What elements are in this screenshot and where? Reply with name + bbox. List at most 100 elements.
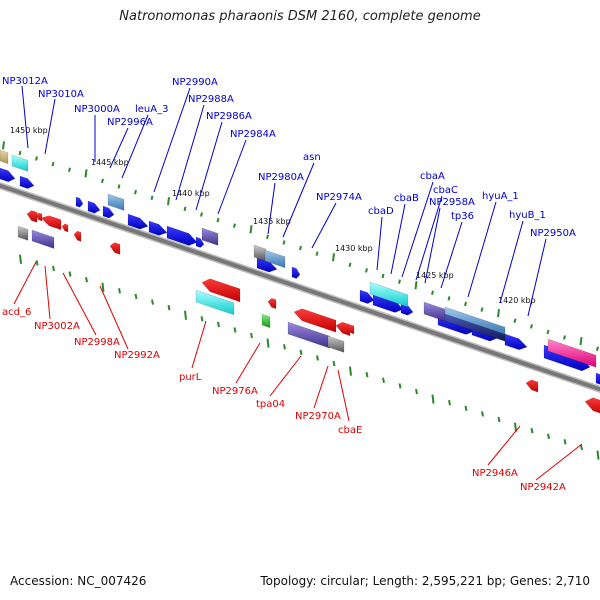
gene-label-forward: cbaC xyxy=(433,185,458,196)
scale-tick xyxy=(464,301,467,307)
scale-tick xyxy=(596,346,599,351)
gene-label-reverse: NP2998A xyxy=(74,337,120,348)
leader-line xyxy=(269,355,302,397)
reverse-gene xyxy=(347,324,355,335)
rna-gene xyxy=(11,154,29,172)
scale-tick xyxy=(283,344,286,350)
gene-label-forward: cbaD xyxy=(368,206,394,217)
genome-summary-text: Topology: circular; Length: 2,595,221 bp… xyxy=(260,574,590,588)
inner-scale-ticks xyxy=(19,254,600,460)
forward-gene xyxy=(547,338,597,368)
leader-line xyxy=(21,85,29,149)
scale-tick xyxy=(547,433,550,439)
forward-gene xyxy=(423,301,447,322)
gene-label-forward: tp36 xyxy=(451,211,474,222)
leader-line xyxy=(390,203,406,275)
gene-label-reverse: purL xyxy=(179,372,202,383)
gene-label-forward: NP2986A xyxy=(206,111,252,122)
forward-gene xyxy=(291,266,301,279)
leader-line xyxy=(44,98,56,155)
scale-tick xyxy=(316,355,319,361)
gene-label-forward: NP2974A xyxy=(316,192,362,203)
reverse-gene xyxy=(40,215,62,231)
gene-label-reverse: acd_6 xyxy=(2,307,31,318)
kbp-label: 1445 kbp xyxy=(91,158,129,167)
gene-label-reverse: cbaE xyxy=(338,425,362,436)
gene-label-forward: cbaA xyxy=(420,171,445,182)
gene-label-forward: NP2950A xyxy=(530,228,576,239)
leader-line xyxy=(401,181,434,278)
scale-tick xyxy=(579,337,583,346)
leader-line xyxy=(527,238,547,317)
scale-tick xyxy=(52,265,55,272)
scale-tick xyxy=(216,217,220,223)
scale-tick xyxy=(398,383,402,389)
forward-gene-labels: NP3012A NP3010A NP3000A leuA_3 NP2996A N… xyxy=(2,76,576,239)
scale-tick xyxy=(249,225,253,234)
reverse-gene xyxy=(17,225,29,241)
scale-tick xyxy=(365,268,368,273)
scale-tick xyxy=(513,318,517,323)
genome-backbone-core xyxy=(0,183,600,392)
scale-tick xyxy=(315,251,319,256)
leader-line xyxy=(337,369,350,422)
scale-tick xyxy=(580,444,583,451)
outer-scale-ticks xyxy=(2,141,599,351)
reverse-gene-labels: acd_6 NP3002A NP2998A NP2992A purL NP297… xyxy=(2,307,566,493)
reverse-gene xyxy=(73,230,82,242)
forward-gene xyxy=(127,213,149,230)
scale-tick xyxy=(35,260,39,266)
kbp-label: 1425 kbp xyxy=(416,271,454,280)
scale-tick xyxy=(299,245,302,251)
scale-tick xyxy=(365,372,369,378)
reverse-gene xyxy=(335,321,351,337)
scale-tick xyxy=(447,296,451,301)
gene-label-forward: NP3000A xyxy=(74,104,120,115)
forward-gene xyxy=(264,249,286,269)
leader-line xyxy=(535,443,583,481)
reverse-gene xyxy=(584,397,600,414)
forward-gene xyxy=(19,175,35,189)
leader-line xyxy=(311,202,337,249)
forward-gene xyxy=(148,220,168,236)
reverse-gene xyxy=(287,321,331,349)
scale-tick xyxy=(217,321,220,328)
gene-label-forward: NP2984A xyxy=(230,129,276,140)
scale-tick xyxy=(480,307,484,312)
scale-tick xyxy=(497,416,501,423)
gene-label-forward: NP2980A xyxy=(258,172,304,183)
kbp-label: 1450 kbp xyxy=(10,126,48,135)
scale-tick xyxy=(381,273,385,279)
reverse-gene xyxy=(35,212,43,222)
misc-gene xyxy=(0,149,9,165)
scale-tick xyxy=(398,279,401,284)
scale-tick xyxy=(546,329,550,335)
scale-tick xyxy=(332,360,336,367)
forward-gene xyxy=(359,289,375,304)
reverse-gene xyxy=(201,278,241,303)
scale-tick xyxy=(183,206,187,212)
kbp-scale-labels: 1450 kbp 1445 kbp 1440 kbp 1435 kbp 1430… xyxy=(10,126,536,305)
leader-line xyxy=(235,342,261,384)
scale-tick xyxy=(414,281,418,290)
forward-gene xyxy=(75,196,84,208)
scale-tick xyxy=(184,310,187,320)
forward-gene xyxy=(444,313,506,342)
forward-gene xyxy=(87,200,101,214)
scale-tick xyxy=(431,394,435,404)
scale-tick xyxy=(35,156,38,161)
scale-tick xyxy=(200,316,204,322)
forward-gene xyxy=(201,227,219,246)
forward-gene xyxy=(253,244,267,262)
gene-label-reverse: NP3002A xyxy=(34,321,80,332)
leader-line xyxy=(415,195,443,281)
leader-line xyxy=(109,127,129,169)
scale-tick xyxy=(382,377,385,384)
label-leader-lines xyxy=(13,85,583,481)
leader-line xyxy=(99,285,129,350)
leader-line xyxy=(467,201,497,298)
reverse-gene xyxy=(327,335,345,353)
scale-tick xyxy=(151,299,154,305)
kbp-label: 1435 kbp xyxy=(253,217,291,226)
leader-line xyxy=(121,114,149,179)
